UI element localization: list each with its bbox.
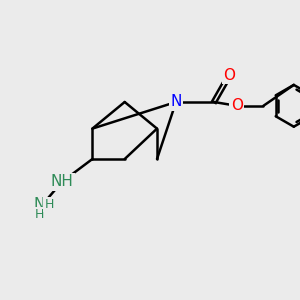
Text: O: O bbox=[223, 68, 235, 83]
Text: H: H bbox=[34, 208, 44, 221]
Text: N: N bbox=[170, 94, 182, 110]
Text: H: H bbox=[44, 198, 54, 211]
Text: O: O bbox=[231, 98, 243, 113]
Text: N: N bbox=[34, 197, 45, 212]
Text: NH: NH bbox=[51, 174, 74, 189]
